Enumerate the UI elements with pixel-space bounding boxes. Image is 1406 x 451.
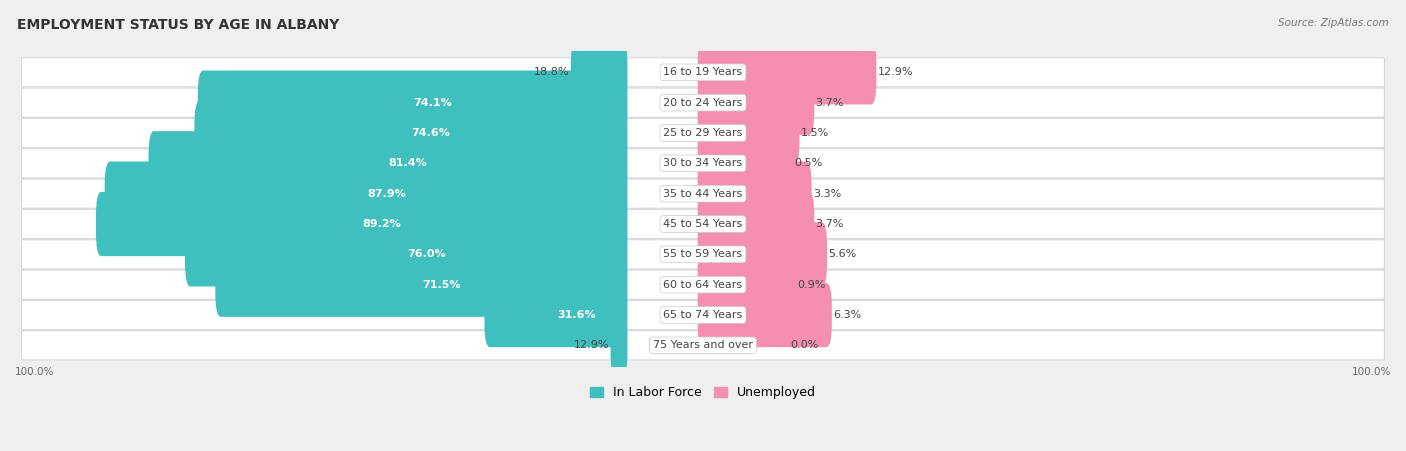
FancyBboxPatch shape bbox=[21, 119, 1385, 147]
FancyBboxPatch shape bbox=[697, 222, 827, 286]
Legend: In Labor Force, Unemployed: In Labor Force, Unemployed bbox=[585, 382, 821, 405]
FancyBboxPatch shape bbox=[21, 209, 1385, 239]
FancyBboxPatch shape bbox=[21, 240, 1385, 269]
Text: 100.0%: 100.0% bbox=[15, 367, 55, 377]
FancyBboxPatch shape bbox=[21, 179, 1385, 208]
Text: 60 to 64 Years: 60 to 64 Years bbox=[664, 280, 742, 290]
Text: 3.3%: 3.3% bbox=[813, 189, 841, 198]
Text: 89.2%: 89.2% bbox=[363, 219, 401, 229]
Text: 81.4%: 81.4% bbox=[389, 158, 427, 168]
Text: 74.6%: 74.6% bbox=[412, 128, 450, 138]
FancyBboxPatch shape bbox=[697, 161, 811, 226]
FancyBboxPatch shape bbox=[96, 192, 627, 256]
Text: 30 to 34 Years: 30 to 34 Years bbox=[664, 158, 742, 168]
Text: 6.3%: 6.3% bbox=[834, 310, 862, 320]
FancyBboxPatch shape bbox=[610, 313, 627, 377]
FancyBboxPatch shape bbox=[697, 283, 832, 347]
FancyBboxPatch shape bbox=[21, 88, 1385, 117]
Text: 35 to 44 Years: 35 to 44 Years bbox=[664, 189, 742, 198]
Text: 3.7%: 3.7% bbox=[815, 98, 844, 108]
Text: 87.9%: 87.9% bbox=[367, 189, 406, 198]
FancyBboxPatch shape bbox=[697, 70, 814, 135]
FancyBboxPatch shape bbox=[697, 40, 876, 105]
FancyBboxPatch shape bbox=[186, 222, 627, 286]
FancyBboxPatch shape bbox=[21, 58, 1385, 87]
Text: 31.6%: 31.6% bbox=[557, 310, 596, 320]
Text: 20 to 24 Years: 20 to 24 Years bbox=[664, 98, 742, 108]
Text: 65 to 74 Years: 65 to 74 Years bbox=[664, 310, 742, 320]
FancyBboxPatch shape bbox=[21, 149, 1385, 178]
Text: 3.7%: 3.7% bbox=[815, 219, 844, 229]
FancyBboxPatch shape bbox=[198, 70, 627, 135]
FancyBboxPatch shape bbox=[697, 131, 793, 195]
Text: 55 to 59 Years: 55 to 59 Years bbox=[664, 249, 742, 259]
FancyBboxPatch shape bbox=[485, 283, 627, 347]
Text: 1.5%: 1.5% bbox=[801, 128, 830, 138]
FancyBboxPatch shape bbox=[104, 161, 627, 226]
FancyBboxPatch shape bbox=[149, 131, 627, 195]
Text: 76.0%: 76.0% bbox=[408, 249, 446, 259]
Text: 25 to 29 Years: 25 to 29 Years bbox=[664, 128, 742, 138]
FancyBboxPatch shape bbox=[697, 253, 796, 317]
Text: 12.9%: 12.9% bbox=[877, 67, 914, 77]
FancyBboxPatch shape bbox=[571, 40, 627, 105]
FancyBboxPatch shape bbox=[194, 101, 627, 165]
FancyBboxPatch shape bbox=[697, 192, 814, 256]
Text: EMPLOYMENT STATUS BY AGE IN ALBANY: EMPLOYMENT STATUS BY AGE IN ALBANY bbox=[17, 18, 339, 32]
Text: 16 to 19 Years: 16 to 19 Years bbox=[664, 67, 742, 77]
FancyBboxPatch shape bbox=[697, 101, 800, 165]
Text: 75 Years and over: 75 Years and over bbox=[652, 341, 754, 350]
FancyBboxPatch shape bbox=[21, 270, 1385, 299]
Text: 0.0%: 0.0% bbox=[790, 341, 818, 350]
Text: 45 to 54 Years: 45 to 54 Years bbox=[664, 219, 742, 229]
Text: 18.8%: 18.8% bbox=[534, 67, 569, 77]
Text: 5.6%: 5.6% bbox=[828, 249, 856, 259]
FancyBboxPatch shape bbox=[21, 331, 1385, 360]
FancyBboxPatch shape bbox=[21, 300, 1385, 330]
Text: 74.1%: 74.1% bbox=[413, 98, 453, 108]
Text: Source: ZipAtlas.com: Source: ZipAtlas.com bbox=[1278, 18, 1389, 28]
Text: 71.5%: 71.5% bbox=[422, 280, 461, 290]
Text: 0.5%: 0.5% bbox=[794, 158, 823, 168]
FancyBboxPatch shape bbox=[215, 253, 627, 317]
Text: 0.9%: 0.9% bbox=[797, 280, 825, 290]
Text: 12.9%: 12.9% bbox=[574, 341, 609, 350]
Text: 100.0%: 100.0% bbox=[1351, 367, 1391, 377]
